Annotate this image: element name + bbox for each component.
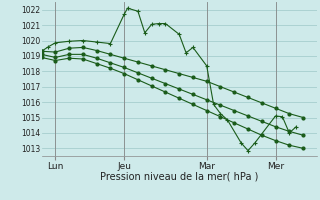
X-axis label: Pression niveau de la mer( hPa ): Pression niveau de la mer( hPa ) xyxy=(100,172,258,182)
